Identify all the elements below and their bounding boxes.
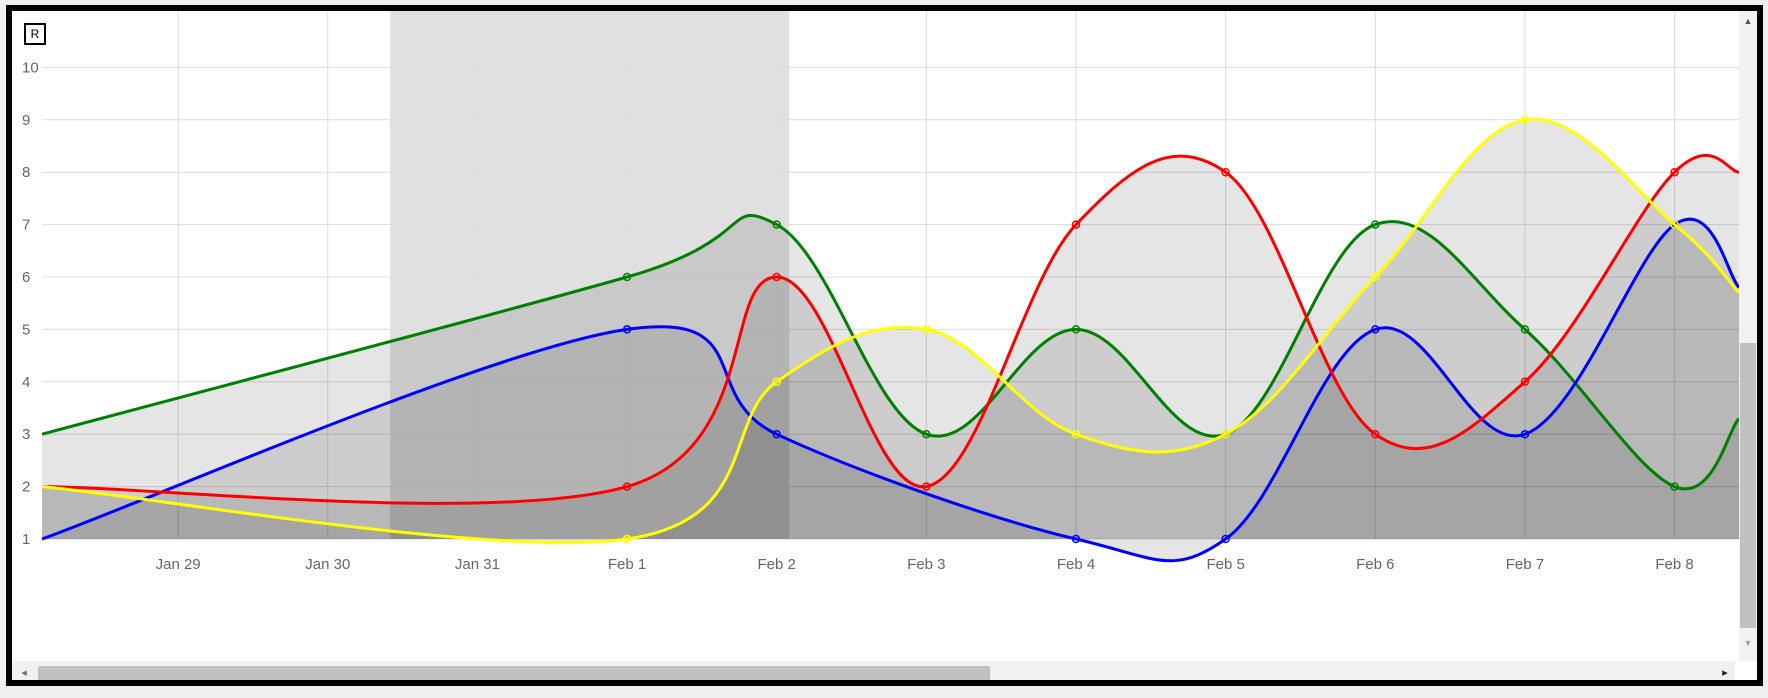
data-point bbox=[1371, 325, 1380, 334]
y-tick-label: 10 bbox=[22, 59, 39, 76]
scroll-right-icon[interactable]: ▸ bbox=[1722, 667, 1728, 679]
data-point bbox=[922, 429, 931, 439]
y-tick-label: 8 bbox=[22, 164, 30, 181]
series-line bbox=[41, 217, 1741, 563]
series-line bbox=[41, 154, 1740, 505]
data-point bbox=[922, 325, 931, 334]
data-point bbox=[1670, 482, 1679, 491]
x-tick-label: Feb 3 bbox=[907, 556, 945, 573]
vertical-scroll-thumb[interactable] bbox=[1740, 343, 1756, 628]
data-point bbox=[1071, 429, 1081, 439]
scroll-left-icon[interactable]: ◂ bbox=[21, 667, 27, 679]
data-point bbox=[1221, 429, 1230, 439]
data-point bbox=[1520, 115, 1530, 125]
data-point bbox=[1520, 377, 1530, 387]
grid-layer bbox=[42, 11, 1739, 540]
data-point bbox=[1371, 272, 1380, 282]
highlight-band bbox=[390, 11, 790, 539]
series-line-layer bbox=[41, 117, 1741, 563]
line-chart[interactable]: 1 2 3 4 5 6 7 8 9 10 Jan 29 Jan 30 Jan 31 Feb 1 Feb 2… bbox=[12, 11, 1757, 661]
data-point bbox=[1670, 220, 1679, 229]
x-tick-label: Jan 29 bbox=[156, 556, 201, 573]
x-tick-label: Jan 31 bbox=[455, 556, 500, 573]
chart-window: 1 2 3 4 5 6 7 8 9 10 Jan 29 Jan 30 Jan 31 Feb 1 Feb 2… bbox=[6, 5, 1763, 686]
data-point bbox=[772, 429, 781, 439]
data-point bbox=[1071, 534, 1081, 544]
data-point bbox=[1520, 429, 1530, 439]
y-tick-label: 1 bbox=[22, 531, 30, 548]
x-tick-label: Feb 8 bbox=[1655, 556, 1693, 573]
data-point bbox=[1071, 325, 1081, 334]
series-area bbox=[42, 215, 1739, 539]
data-point bbox=[1670, 167, 1679, 177]
series-area bbox=[42, 119, 1739, 543]
x-tick-label: Feb 7 bbox=[1506, 556, 1544, 573]
vertical-scrollbar[interactable]: ▲ ▼ bbox=[1739, 11, 1757, 661]
x-tick-label: Feb 1 bbox=[608, 556, 646, 573]
x-tick-label: Feb 2 bbox=[758, 556, 796, 573]
data-point bbox=[772, 272, 781, 282]
data-point bbox=[622, 272, 632, 282]
data-point bbox=[1371, 429, 1380, 439]
y-tick-label: 2 bbox=[22, 479, 30, 496]
y-tick-label: 7 bbox=[22, 217, 30, 234]
data-point-layer bbox=[622, 115, 1679, 544]
reset-button[interactable]: R bbox=[24, 23, 46, 45]
x-tick-label: Jan 30 bbox=[305, 556, 350, 573]
x-tick-label: Feb 4 bbox=[1057, 556, 1095, 573]
series-area bbox=[42, 219, 1739, 561]
y-axis-ticks: 1 2 3 4 5 6 7 8 9 10 bbox=[22, 59, 39, 548]
highlight-band-layer bbox=[390, 11, 790, 539]
data-point bbox=[622, 534, 632, 544]
data-point bbox=[622, 482, 632, 491]
series-line bbox=[41, 214, 1741, 491]
x-tick-label: Feb 6 bbox=[1356, 556, 1394, 573]
series-line bbox=[41, 117, 1741, 545]
data-point bbox=[922, 482, 931, 491]
data-point bbox=[1221, 534, 1230, 544]
x-tick-label: Feb 5 bbox=[1206, 556, 1244, 573]
y-tick-label: 9 bbox=[22, 112, 30, 129]
area-layer bbox=[42, 119, 1739, 561]
data-point bbox=[622, 325, 632, 334]
horizontal-scrollbar[interactable]: ◂ ▸ bbox=[12, 661, 1735, 680]
data-point bbox=[772, 220, 781, 229]
data-point bbox=[1371, 220, 1380, 229]
data-point bbox=[1071, 220, 1081, 229]
y-tick-label: 6 bbox=[22, 269, 30, 286]
scroll-down-icon[interactable]: ▼ bbox=[1743, 638, 1753, 648]
y-tick-label: 3 bbox=[22, 426, 30, 443]
x-axis-ticks: Jan 29 Jan 30 Jan 31 Feb 1 Feb 2 Feb 3 Feb 4 Fe… bbox=[156, 556, 1694, 573]
horizontal-scroll-thumb[interactable] bbox=[38, 666, 990, 680]
y-tick-label: 5 bbox=[22, 321, 30, 338]
data-point bbox=[772, 377, 781, 387]
y-tick-label: 4 bbox=[22, 374, 30, 391]
scroll-up-icon[interactable]: ▲ bbox=[1743, 16, 1753, 26]
data-point bbox=[1221, 167, 1230, 177]
series-area bbox=[42, 155, 1739, 539]
data-point bbox=[1520, 325, 1530, 334]
